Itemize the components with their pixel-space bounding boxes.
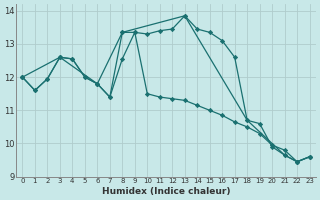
X-axis label: Humidex (Indice chaleur): Humidex (Indice chaleur) — [102, 187, 230, 196]
